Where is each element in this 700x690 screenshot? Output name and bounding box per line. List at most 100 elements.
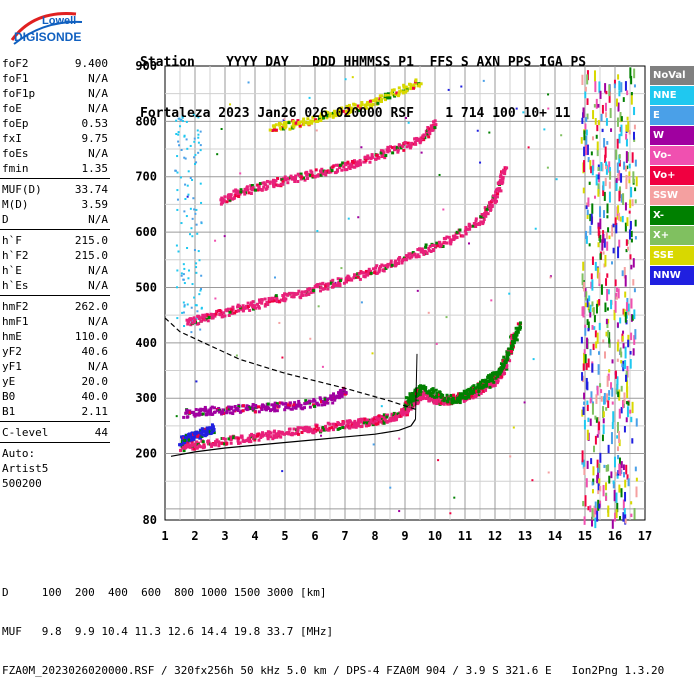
trace-point (350, 165, 354, 169)
param-row: h`F 215.0 (0, 233, 112, 248)
trace-point (287, 430, 291, 434)
trace-point (461, 392, 465, 396)
trace-point (478, 383, 482, 387)
noise-dot (587, 506, 590, 511)
trace-point (497, 182, 501, 186)
param-value: 1.35 (81, 162, 109, 175)
trace-point (262, 404, 266, 408)
trace-point (405, 89, 409, 93)
noise-dot (585, 363, 588, 370)
trace-point (501, 364, 505, 368)
noise-dot (614, 217, 617, 225)
noise-dot (609, 171, 612, 180)
trace-point (470, 391, 474, 395)
noise-dot (175, 415, 178, 418)
noise-dot (614, 512, 617, 522)
noise-dot (586, 214, 589, 219)
trace-point (488, 382, 492, 386)
trace-point (217, 441, 221, 445)
trace-point (320, 167, 324, 171)
trace-point (388, 96, 392, 100)
trace-point (307, 430, 311, 434)
trace-point (492, 380, 496, 384)
param-value: 2.11 (81, 405, 109, 418)
param-value: N/A (88, 279, 108, 292)
noise-dot (278, 321, 281, 324)
param-name: yF2 (2, 345, 22, 358)
trace-point (477, 386, 481, 390)
noise-dot (608, 235, 611, 240)
trace-point (430, 128, 434, 132)
trace-point (337, 163, 341, 167)
noise-dot (605, 464, 608, 472)
noise-dot (623, 472, 626, 478)
trace-point (481, 222, 485, 226)
trace-point (328, 170, 332, 174)
trace-point (257, 305, 261, 309)
trace-point (271, 180, 275, 184)
trace-point (499, 189, 503, 193)
trace-point (261, 431, 265, 435)
noise-dot (600, 162, 603, 172)
trace-point (257, 432, 261, 436)
trace-point (227, 193, 231, 197)
noise-dot (607, 396, 610, 401)
trace-point (435, 402, 439, 406)
trace-es-region-e- (178, 423, 216, 447)
trace-point (274, 179, 278, 183)
trace-point (346, 274, 350, 278)
trace-point (491, 194, 495, 198)
noise-dot (235, 354, 238, 357)
noise-dot (584, 230, 587, 240)
trace-point (246, 188, 250, 192)
noise-dot (595, 417, 598, 423)
trace-point (322, 400, 326, 404)
noise-dot (601, 128, 604, 133)
noise-dot (613, 456, 616, 468)
trace-point (299, 406, 303, 410)
trace-point (311, 399, 315, 403)
trace-point (342, 388, 346, 392)
noise-dot (591, 481, 594, 486)
noise-dot (183, 267, 186, 270)
trace-point (402, 258, 406, 262)
legend-entry-nnw: NNW (650, 266, 694, 285)
noise-dot (623, 426, 626, 433)
trace-point (330, 169, 334, 173)
noise-dot (588, 243, 591, 247)
trace-point (485, 382, 489, 386)
noise-dot (186, 147, 189, 150)
noise-dot (594, 435, 597, 445)
trace-point (211, 316, 215, 320)
trace-point (179, 442, 183, 446)
noise-dot (632, 131, 635, 140)
trace-point (279, 122, 283, 126)
trace-point (503, 172, 507, 176)
noise-dot (583, 130, 586, 141)
noise-dot (616, 322, 619, 328)
noise-dot (599, 90, 602, 99)
trace-point (205, 317, 209, 321)
trace-point (483, 383, 487, 387)
trace-point (206, 440, 210, 444)
trace-point (274, 294, 278, 298)
trace-point (182, 443, 186, 447)
noise-dot (522, 111, 525, 114)
noise-dot (605, 232, 608, 240)
noise-dot (617, 391, 620, 398)
noise-dot (360, 146, 363, 149)
trace-point (234, 407, 238, 411)
noise-dot (626, 217, 629, 227)
logo-swoosh-icon: Lowell DIGISONDE (10, 12, 83, 45)
trace-point (326, 113, 330, 117)
trace-point (405, 413, 409, 417)
noise-dot (633, 309, 636, 320)
trace-point (342, 165, 346, 169)
trace-point (336, 395, 340, 399)
noise-dot (626, 401, 629, 405)
noise-dot (347, 217, 350, 220)
trace-point (270, 403, 274, 407)
trace-point (282, 296, 286, 300)
param-divider (0, 442, 110, 443)
trace-point (455, 235, 459, 239)
